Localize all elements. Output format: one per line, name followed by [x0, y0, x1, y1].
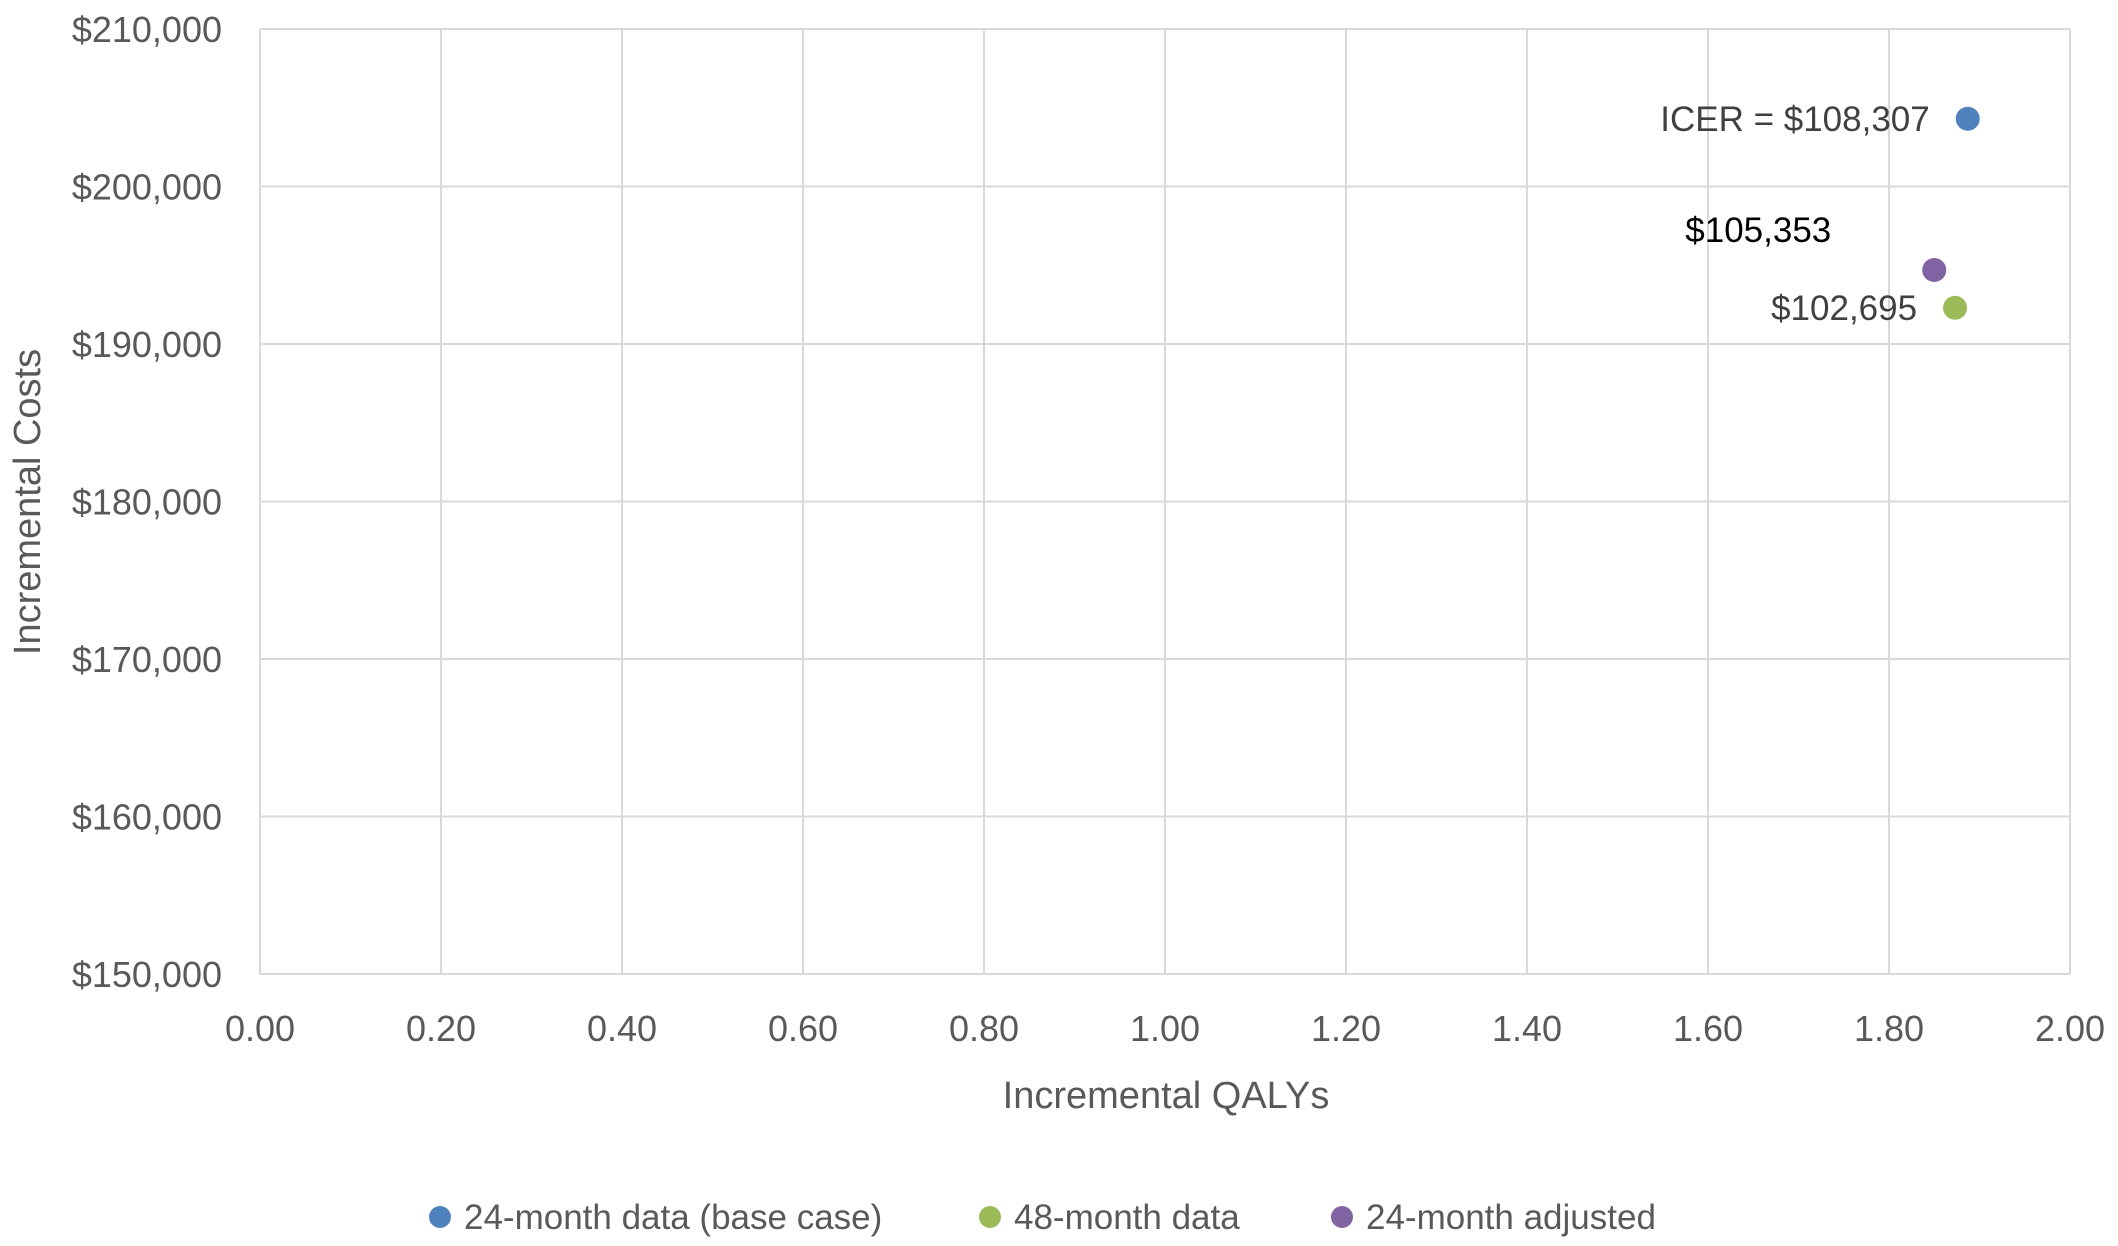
legend: 24-month data (base case) 48-month data 24… [429, 1198, 1656, 1237]
legend-marker [1331, 1206, 1353, 1228]
legend-label: 48-month data [1014, 1198, 1240, 1237]
x-tick-label: 0.80 [949, 1008, 1019, 1049]
x-tick-label: 2.00 [2035, 1008, 2105, 1049]
y-tick-label: $210,000 [72, 9, 222, 50]
data-point [1922, 257, 1947, 282]
x-tick-label: 1.20 [1311, 1008, 1381, 1049]
legend-label: 24-month adjusted [1366, 1198, 1656, 1237]
data-label: ICER = $108,307 [1660, 100, 1930, 139]
x-tick-label: 1.40 [1492, 1008, 1562, 1049]
x-tick-label: 1.60 [1673, 1008, 1743, 1049]
legend-marker [979, 1206, 1001, 1228]
y-axis-ticks: $150,000 $160,000 $170,000 $180,000 $190,000… [72, 9, 222, 995]
x-tick-label: 0.20 [406, 1008, 476, 1049]
y-tick-label: $200,000 [72, 167, 222, 208]
data-label: $102,695 [1771, 289, 1917, 328]
legend-marker [429, 1206, 451, 1228]
y-axis-title: Incremental Costs [7, 349, 49, 655]
y-tick-label: $150,000 [72, 954, 222, 995]
x-axis-title: Incremental QALYs [1003, 1075, 1330, 1117]
x-axis-ticks: 0.00 0.20 0.40 0.60 0.80 1.00 1.20 1.40 1.60 1.80… [225, 1008, 2105, 1049]
y-tick-label: $160,000 [72, 797, 222, 838]
x-tick-label: 0.40 [587, 1008, 657, 1049]
legend-label: 24-month data (base case) [464, 1198, 882, 1237]
data-label: $105,353 [1685, 211, 1831, 250]
y-tick-label: $190,000 [72, 324, 222, 365]
x-tick-label: 0.00 [225, 1008, 295, 1049]
x-tick-label: 1.80 [1854, 1008, 1924, 1049]
x-tick-label: 0.60 [768, 1008, 838, 1049]
data-point [1943, 295, 1968, 320]
y-tick-label: $170,000 [72, 639, 222, 680]
gridlines [259, 28, 2071, 975]
data-labels: ICER = $108,307 $102,695 $105,353 [1660, 100, 1930, 328]
y-tick-label: $180,000 [72, 482, 222, 523]
data-points [1922, 106, 1980, 320]
data-point [1955, 106, 1980, 131]
x-tick-label: 1.00 [1130, 1008, 1200, 1049]
